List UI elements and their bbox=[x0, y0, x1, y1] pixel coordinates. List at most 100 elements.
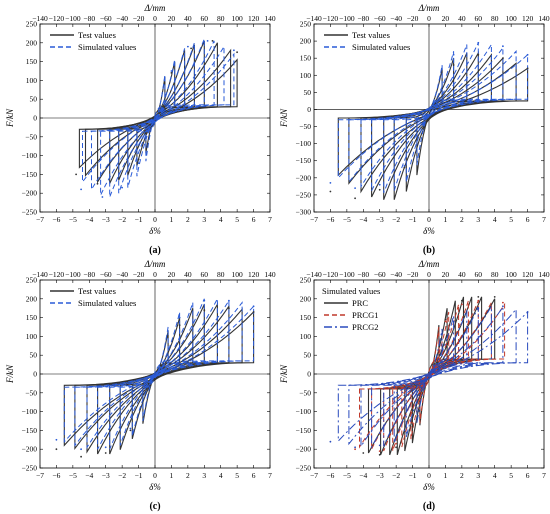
y-tick-label: −250 bbox=[22, 464, 38, 473]
legend-title: Simulated values bbox=[322, 286, 380, 296]
hysteresis-loop-test-values bbox=[371, 53, 492, 198]
y-tick-label: 250 bbox=[26, 276, 38, 285]
x-tick-label: −6 bbox=[326, 471, 334, 480]
hysteresis-loop-test-values bbox=[109, 304, 205, 455]
data-point-simulated-values bbox=[233, 49, 235, 52]
top-tick-label: −80 bbox=[83, 14, 95, 23]
x-tick-label: 6 bbox=[526, 471, 530, 480]
top-tick-label: −140 bbox=[306, 14, 322, 23]
top-tick-label: −120 bbox=[323, 14, 339, 23]
x-tick-label: 4 bbox=[219, 471, 223, 480]
hysteresis-loop-test-values bbox=[97, 302, 218, 455]
data-point-simulated-values bbox=[80, 448, 82, 451]
top-tick-label: −120 bbox=[49, 14, 65, 23]
x-tick-label: −3 bbox=[102, 471, 110, 480]
y-tick-label: 100 bbox=[26, 76, 38, 85]
hysteresis-loop-test-values bbox=[383, 51, 479, 200]
y-tick-label: −250 bbox=[296, 464, 312, 473]
x-tick-label: 1 bbox=[444, 215, 448, 224]
top-tick-label: −120 bbox=[323, 270, 339, 279]
x-tick-label: 7 bbox=[542, 471, 546, 480]
chart-panel-3: −7 −6 −5 −4 −3 −2 −1 0 1 2 3 4 5 6 7−140 −120 −100 −80 −60… bbox=[5, 259, 276, 512]
x-tick-label: 5 bbox=[235, 471, 239, 480]
data-point-simulated-values bbox=[502, 45, 504, 48]
plot-area bbox=[329, 41, 529, 200]
x-tick-label: 0 bbox=[153, 471, 157, 480]
y-tick-label: 0 bbox=[33, 114, 37, 123]
top-tick-label: −40 bbox=[390, 270, 402, 279]
y-tick-label: 200 bbox=[26, 294, 38, 303]
top-tick-label: −120 bbox=[49, 270, 65, 279]
top-tick-label: −60 bbox=[374, 14, 386, 23]
y-tick-label: −200 bbox=[22, 445, 38, 454]
x-tick-label: 6 bbox=[526, 215, 530, 224]
data-point-prc bbox=[444, 318, 447, 321]
x-tick-label: −5 bbox=[69, 471, 77, 480]
legend-label: PRCG1 bbox=[352, 310, 378, 320]
x-tick-label: 0 bbox=[153, 215, 157, 224]
top-tick-label: −80 bbox=[83, 270, 95, 279]
data-point-simulated-values bbox=[403, 165, 406, 167]
data-point-test-values bbox=[228, 307, 230, 310]
y-tick-label: 150 bbox=[26, 313, 38, 322]
top-tick-label: 120 bbox=[248, 14, 260, 23]
y-tick-label: −50 bbox=[299, 388, 311, 397]
data-point-simulated-values bbox=[354, 187, 356, 190]
top-tick-label: 60 bbox=[201, 270, 209, 279]
data-point-prcg1 bbox=[461, 303, 463, 306]
top-tick-label: 40 bbox=[458, 14, 466, 23]
top-tick-label: −100 bbox=[339, 14, 355, 23]
top-tick-label: 60 bbox=[475, 14, 483, 23]
data-point-simulated-values bbox=[101, 196, 104, 198]
data-point-prc bbox=[395, 446, 397, 449]
data-point-test-values bbox=[80, 455, 82, 458]
top-tick-label: 140 bbox=[538, 270, 550, 279]
legend-label: Simulated values bbox=[78, 42, 136, 52]
x-tick-label: −2 bbox=[118, 471, 126, 480]
hysteresis-loop-simulated-values bbox=[142, 326, 169, 422]
hysteresis-loop-simulated-values bbox=[145, 74, 166, 162]
y-tick-label: −150 bbox=[296, 156, 312, 165]
x-tick-label: 5 bbox=[509, 215, 513, 224]
data-point-prcg1 bbox=[378, 450, 381, 452]
data-point-prc bbox=[411, 425, 414, 428]
top-tick-label: 120 bbox=[522, 270, 534, 279]
x-tick-label: −7 bbox=[310, 471, 318, 480]
hysteresis-loop-simulated-values bbox=[131, 311, 181, 437]
top-tick-label: 140 bbox=[538, 14, 550, 23]
x-tick-label: 5 bbox=[235, 215, 239, 224]
x-tick-label: −7 bbox=[36, 215, 44, 224]
y-tick-label: 200 bbox=[26, 38, 38, 47]
y-tick-label: 0 bbox=[307, 105, 311, 114]
x-tick-label: −6 bbox=[52, 215, 60, 224]
data-point-test-values bbox=[118, 177, 120, 180]
data-point-simulated-values bbox=[452, 53, 455, 56]
data-point-test-values bbox=[211, 40, 214, 42]
panel-label: (b) bbox=[423, 245, 435, 256]
x-tick-label: −7 bbox=[310, 215, 318, 224]
hysteresis-loop-test-values bbox=[337, 67, 529, 177]
data-point-test-values bbox=[96, 182, 99, 185]
data-point-test-values bbox=[137, 158, 140, 161]
top-tick-label: 120 bbox=[522, 14, 534, 23]
y-tick-label: −100 bbox=[22, 407, 38, 416]
x-tick-label: −4 bbox=[85, 471, 93, 480]
hysteresis-loop-simulated-values bbox=[136, 59, 176, 177]
data-point-simulated-values bbox=[80, 188, 82, 191]
x-axis-title: δ% bbox=[423, 482, 435, 492]
top-tick-label: −60 bbox=[100, 270, 112, 279]
data-point-simulated-values bbox=[228, 299, 230, 302]
y-tick-label: 150 bbox=[26, 57, 38, 66]
y-tick-label: −200 bbox=[296, 445, 312, 454]
x-tick-label: −5 bbox=[343, 471, 351, 480]
top-tick-label: 40 bbox=[184, 14, 192, 23]
data-point-simulated-values bbox=[154, 117, 156, 119]
plot-area bbox=[329, 296, 529, 456]
x-tick-label: 3 bbox=[476, 215, 480, 224]
x-tick-label: 7 bbox=[542, 215, 546, 224]
top-tick-label: −20 bbox=[407, 14, 419, 23]
hysteresis-loop-prcg2 bbox=[371, 304, 492, 450]
data-point-test-values bbox=[252, 311, 255, 313]
data-point-prcg1 bbox=[502, 301, 504, 304]
